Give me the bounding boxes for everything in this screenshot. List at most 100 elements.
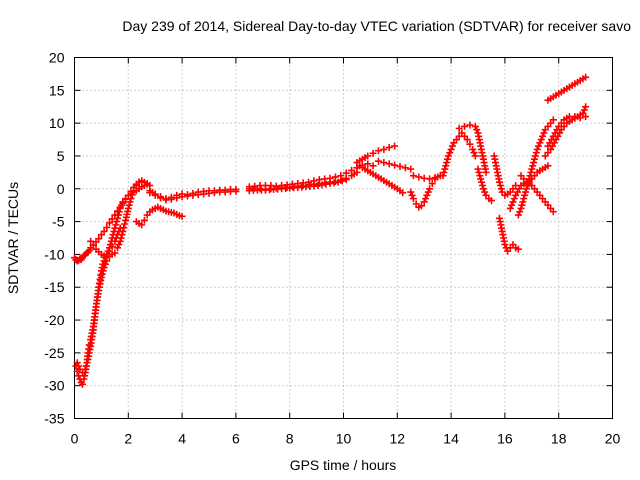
data-point [496, 178, 504, 186]
y-tick-label: 20 [49, 50, 65, 66]
data-point [439, 172, 447, 180]
x-tick-label: 16 [497, 431, 513, 447]
data-point [115, 208, 123, 216]
data-point [125, 201, 133, 209]
data-point [334, 178, 342, 186]
data-point [100, 264, 108, 272]
data-point [95, 235, 103, 243]
data-point [380, 145, 388, 153]
data-point [385, 160, 393, 168]
data-point [108, 243, 116, 251]
data-point [540, 129, 548, 137]
data-point [531, 152, 539, 160]
data-point [364, 160, 372, 168]
data-point [73, 359, 81, 367]
data-point [143, 180, 151, 188]
data-point [521, 191, 529, 199]
data-point [539, 132, 547, 140]
y-tick-label: -30 [44, 378, 64, 394]
data-point [549, 208, 557, 216]
data-point [112, 221, 120, 229]
data-point [473, 126, 481, 134]
data-point [369, 162, 377, 170]
y-tick-label: -10 [44, 246, 64, 262]
data-point [471, 122, 479, 130]
data-point [528, 165, 536, 173]
data-point [444, 155, 452, 163]
data-point [116, 224, 124, 232]
y-tick-label: 10 [49, 115, 65, 131]
data-point [426, 185, 434, 193]
data-point [496, 181, 504, 189]
data-point [522, 185, 530, 193]
data-point [100, 227, 108, 235]
data-point [111, 249, 119, 257]
data-point [533, 145, 541, 153]
y-tick-label: -20 [44, 312, 64, 328]
data-point [173, 194, 181, 202]
data-point [112, 234, 120, 242]
x-tick-labels: 0 2 4 6 8 10 12 14 16 18 20 [71, 431, 621, 447]
data-point [114, 231, 122, 239]
y-tick-label: 5 [57, 148, 65, 164]
data-point [124, 204, 132, 212]
data-point [481, 188, 489, 196]
data-point [423, 191, 431, 199]
data-point [582, 103, 590, 111]
data-point [98, 270, 106, 278]
x-tick-label: 0 [71, 431, 79, 447]
data-point [506, 204, 514, 212]
data-point [105, 219, 113, 227]
data-point [89, 241, 97, 249]
x-tick-label: 2 [124, 431, 132, 447]
data-point [571, 113, 579, 121]
data-point [128, 191, 136, 199]
data-point [442, 162, 450, 170]
data-point [455, 124, 463, 132]
data-point [407, 165, 415, 173]
data-point [121, 220, 129, 228]
data-point [409, 195, 417, 203]
data-point [87, 237, 95, 245]
data-point [114, 244, 122, 252]
data-point [401, 164, 409, 172]
data-point [444, 152, 452, 160]
data-point [474, 165, 482, 173]
x-tick-label: 10 [336, 431, 352, 447]
data-point [443, 159, 451, 167]
data-point [369, 149, 377, 157]
data-point [82, 362, 90, 370]
data-point [466, 121, 474, 129]
data-point [374, 157, 382, 165]
data-point [79, 380, 87, 388]
data-point [529, 162, 537, 170]
data-point [75, 362, 83, 370]
data-point [407, 188, 415, 196]
data-point [364, 152, 372, 160]
data-point [127, 195, 135, 203]
data-point [514, 211, 522, 219]
data-point [537, 136, 545, 144]
y-axis-label: SDTVAR / TECUs [5, 182, 21, 294]
data-point [167, 195, 175, 203]
data-point [101, 260, 109, 268]
plot-frame [74, 57, 613, 419]
data-points [71, 73, 590, 388]
data-point [105, 247, 113, 255]
data-point [385, 143, 393, 151]
data-point [517, 204, 525, 212]
data-point [232, 187, 240, 195]
data-point [391, 142, 399, 150]
data-point [536, 139, 544, 147]
data-point [138, 177, 146, 185]
data-point [475, 168, 483, 176]
data-point [479, 185, 487, 193]
data-point [116, 204, 124, 212]
x-tick-label: 14 [443, 431, 459, 447]
data-point [508, 201, 516, 209]
data-point [535, 142, 543, 150]
chart-title: Day 239 of 2014, Sidereal Day-to-day VTE… [122, 18, 631, 34]
x-tick-label: 18 [551, 431, 567, 447]
data-point [115, 227, 123, 235]
data-point [415, 173, 423, 181]
